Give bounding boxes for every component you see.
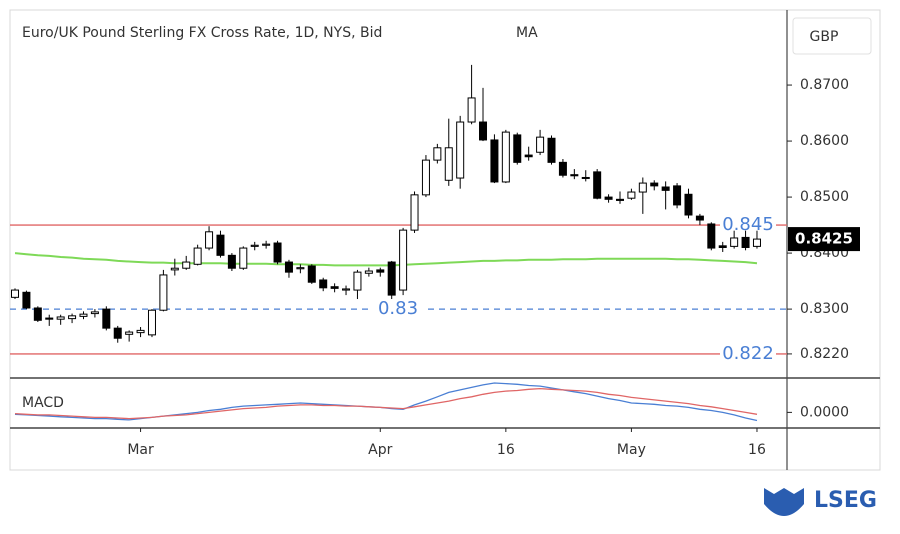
candle-body (501, 131, 510, 183)
candle-body (524, 154, 533, 158)
candle-body (695, 215, 704, 221)
candle-body (102, 308, 111, 329)
y-tick-label: 0.8700 (800, 77, 849, 93)
candle-body (376, 269, 385, 273)
x-tick-label: Apr (368, 442, 392, 458)
candle-body (250, 244, 259, 247)
candle-body (125, 331, 134, 335)
candle-body (136, 329, 145, 334)
candle-body (444, 147, 453, 181)
candle-body (56, 316, 65, 320)
macd-line (14, 387, 758, 420)
candle-body (273, 242, 282, 263)
last-price: 0.8425 (795, 230, 853, 248)
x-tick-label: 16 (497, 442, 515, 458)
candle-body (650, 182, 659, 187)
y-tick-label: 0.8220 (800, 346, 849, 362)
candle-body (227, 254, 236, 269)
candle-body (467, 97, 476, 123)
line-label-bg (720, 343, 776, 364)
candle-body (547, 137, 556, 163)
candle-body (410, 194, 419, 231)
candle-body (684, 193, 693, 216)
candle-body (718, 245, 727, 248)
y-tick-label: 0.8300 (800, 301, 849, 317)
candle-body (90, 311, 99, 315)
x-tick-label: May (617, 442, 646, 458)
macd-label: MACD (22, 395, 64, 411)
candle-body (216, 234, 225, 256)
candle-body (707, 223, 716, 249)
candle-body (182, 261, 191, 269)
logo: LSEG (764, 488, 877, 516)
y-unit: GBP (810, 29, 839, 45)
line-label-bg (720, 215, 776, 236)
candle-body (11, 289, 19, 298)
candle-body (615, 198, 624, 201)
candle-body (536, 136, 545, 153)
unit-box (792, 17, 872, 55)
moving-average (14, 252, 758, 267)
candle-body (456, 121, 465, 179)
candle-body (296, 267, 305, 270)
candle-body (741, 236, 750, 248)
y-tick-label: 0.0000 (800, 404, 849, 420)
candle-body (433, 147, 442, 161)
candle-body (284, 261, 293, 273)
candle-body (558, 161, 567, 176)
candle-body (513, 134, 522, 163)
candle-body (752, 238, 761, 247)
candle-body (661, 186, 670, 191)
candle-body (342, 288, 351, 291)
chart-title: Euro/UK Pound Sterling FX Cross Rate, 1D… (22, 25, 382, 41)
x-tick-label: 16 (748, 442, 766, 458)
line-label-bg (370, 299, 426, 320)
candle-body (638, 182, 647, 193)
logo-icon (764, 488, 804, 516)
candle-body (22, 291, 31, 309)
candle-body (45, 317, 54, 320)
candle-body (159, 274, 168, 311)
candle-body (319, 279, 328, 289)
candle-body (307, 265, 316, 283)
candle-body (262, 243, 271, 246)
candle-body (79, 313, 88, 317)
logo-text: LSEG (814, 488, 877, 513)
last-price-tag (788, 227, 860, 252)
candle-body (673, 185, 682, 206)
candle-body (330, 286, 339, 289)
candle-body (147, 309, 156, 336)
candle-body (490, 139, 499, 183)
candle-body (113, 327, 122, 339)
candle-body (593, 171, 602, 199)
candle-body (205, 231, 214, 249)
candle-body (68, 315, 77, 320)
x-tick-label: Mar (127, 442, 154, 458)
candle-body (581, 176, 590, 179)
candle-body (170, 267, 179, 271)
candle-body (479, 121, 488, 141)
line-label: 0.83 (378, 298, 418, 319)
candle-body (399, 229, 408, 291)
y-tick-label: 0.8600 (800, 133, 849, 149)
candle-body (570, 174, 579, 177)
candle-body (604, 196, 613, 200)
candle-body (33, 307, 42, 321)
candle-body (387, 261, 396, 296)
candle-body (421, 159, 430, 196)
legend-entry: MA (516, 25, 538, 41)
candle-body (353, 271, 362, 291)
line-label: 0.822 (722, 343, 774, 364)
candle-body (627, 191, 636, 199)
line-label: 0.845 (722, 214, 774, 235)
candle-body (193, 247, 202, 265)
candle-body (364, 270, 373, 274)
candle-body (239, 247, 248, 269)
y-tick-label: 0.8500 (800, 189, 849, 205)
candle-body (730, 237, 739, 247)
